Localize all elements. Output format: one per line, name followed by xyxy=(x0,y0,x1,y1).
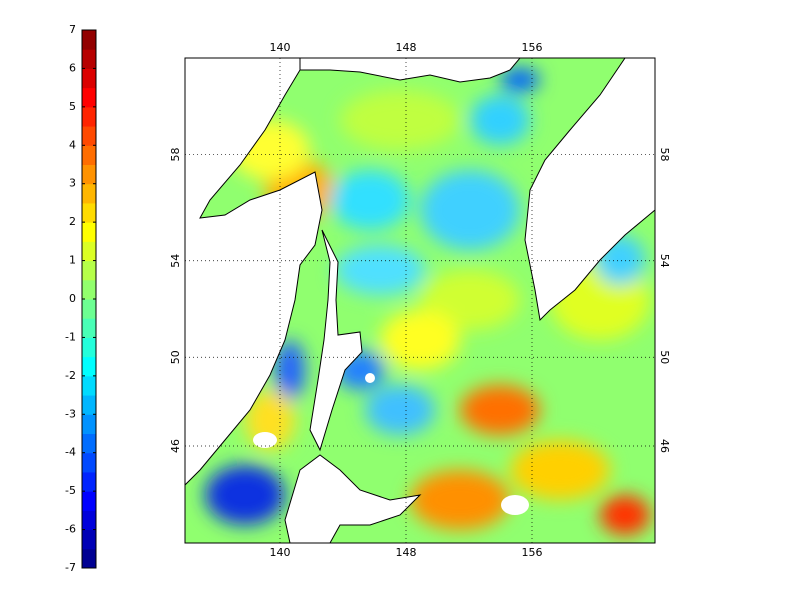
colorbar-band xyxy=(82,87,96,108)
colorbar-band xyxy=(82,414,96,434)
lon-label-bottom: 156 xyxy=(522,546,543,559)
lat-label-right: 54 xyxy=(658,254,671,268)
colorbar-band xyxy=(82,145,96,165)
colorbar-band xyxy=(82,164,96,185)
colorbar-band xyxy=(82,202,96,223)
colorbar: -7 -6 -5 -4 -3 -2 -1 0 1 2 3 4 5 6 7 xyxy=(65,23,97,574)
lat-label-left: 50 xyxy=(169,350,182,364)
colorbar-band xyxy=(82,299,96,319)
colorbar-band xyxy=(82,433,96,454)
colorbar-tick-label: 5 xyxy=(69,100,76,113)
colorbar-tick-label: -6 xyxy=(65,523,76,536)
colorbar-band xyxy=(82,491,96,511)
graticule: 140 140 148 148 156 156 46 46 50 50 54 54 58 58 xyxy=(169,41,671,559)
colorbar-tick-label: -2 xyxy=(65,369,76,382)
colorbar-band xyxy=(82,471,96,492)
lat-label-right: 50 xyxy=(658,350,671,364)
colorbar-band xyxy=(82,30,96,50)
colorbar-band xyxy=(82,241,96,262)
colorbar-tick-label: -7 xyxy=(65,561,76,574)
colorbar-tick-label: 2 xyxy=(69,215,76,228)
colorbar-band xyxy=(82,375,96,396)
lat-label-left: 58 xyxy=(169,148,182,162)
colorbar-band xyxy=(82,510,96,531)
mainland xyxy=(185,58,323,486)
colorbar-tick-label: 7 xyxy=(69,23,76,36)
colorbar-band xyxy=(82,49,96,69)
map-frame xyxy=(184,57,656,544)
colorbar-tick-label: -3 xyxy=(65,407,76,420)
colorbar-band xyxy=(82,126,96,146)
lat-label-right: 58 xyxy=(658,148,671,162)
colorbar-tick-label: 0 xyxy=(69,292,76,305)
missing-data xyxy=(253,432,277,448)
colorbar-band xyxy=(82,318,96,338)
colorbar-band xyxy=(82,68,96,89)
anomaly-field xyxy=(185,58,655,543)
colorbar-band xyxy=(82,183,96,204)
missing-data xyxy=(501,495,529,515)
colorbar-band xyxy=(82,395,96,415)
colorbar-band xyxy=(82,106,96,127)
colorbar-tick-label: 6 xyxy=(69,61,76,74)
colorbar-band xyxy=(82,279,96,300)
lat-label-right: 46 xyxy=(658,439,671,453)
lon-label-top: 156 xyxy=(522,41,543,54)
lat-label-left: 54 xyxy=(169,254,182,268)
colorbar-tick-label: 4 xyxy=(69,138,76,151)
colorbar-tick-label: -5 xyxy=(65,484,76,497)
lon-label-top: 140 xyxy=(270,41,291,54)
colorbar-band xyxy=(82,222,96,242)
sakhalin xyxy=(309,229,363,452)
colorbar-tick-label: 1 xyxy=(69,254,76,267)
colorbar-band xyxy=(82,337,96,358)
colorbar-band xyxy=(82,548,96,569)
lat-label-left: 46 xyxy=(169,439,182,453)
lon-label-bottom: 140 xyxy=(270,546,291,559)
lon-label-bottom: 148 xyxy=(396,546,417,559)
colorbar-tick-label: 3 xyxy=(69,177,76,190)
kamchatka xyxy=(524,58,655,322)
colorbar-tick-label: -1 xyxy=(65,330,76,343)
colorbar-band xyxy=(82,356,96,377)
colorbar-band xyxy=(82,260,96,281)
colorbar-band xyxy=(82,529,96,550)
north-coast xyxy=(299,58,521,83)
hokkaido xyxy=(284,454,422,543)
colorbar-band xyxy=(82,452,96,473)
missing-data xyxy=(365,373,375,383)
colorbar-tick-label: -4 xyxy=(65,446,76,459)
lon-label-top: 148 xyxy=(396,41,417,54)
